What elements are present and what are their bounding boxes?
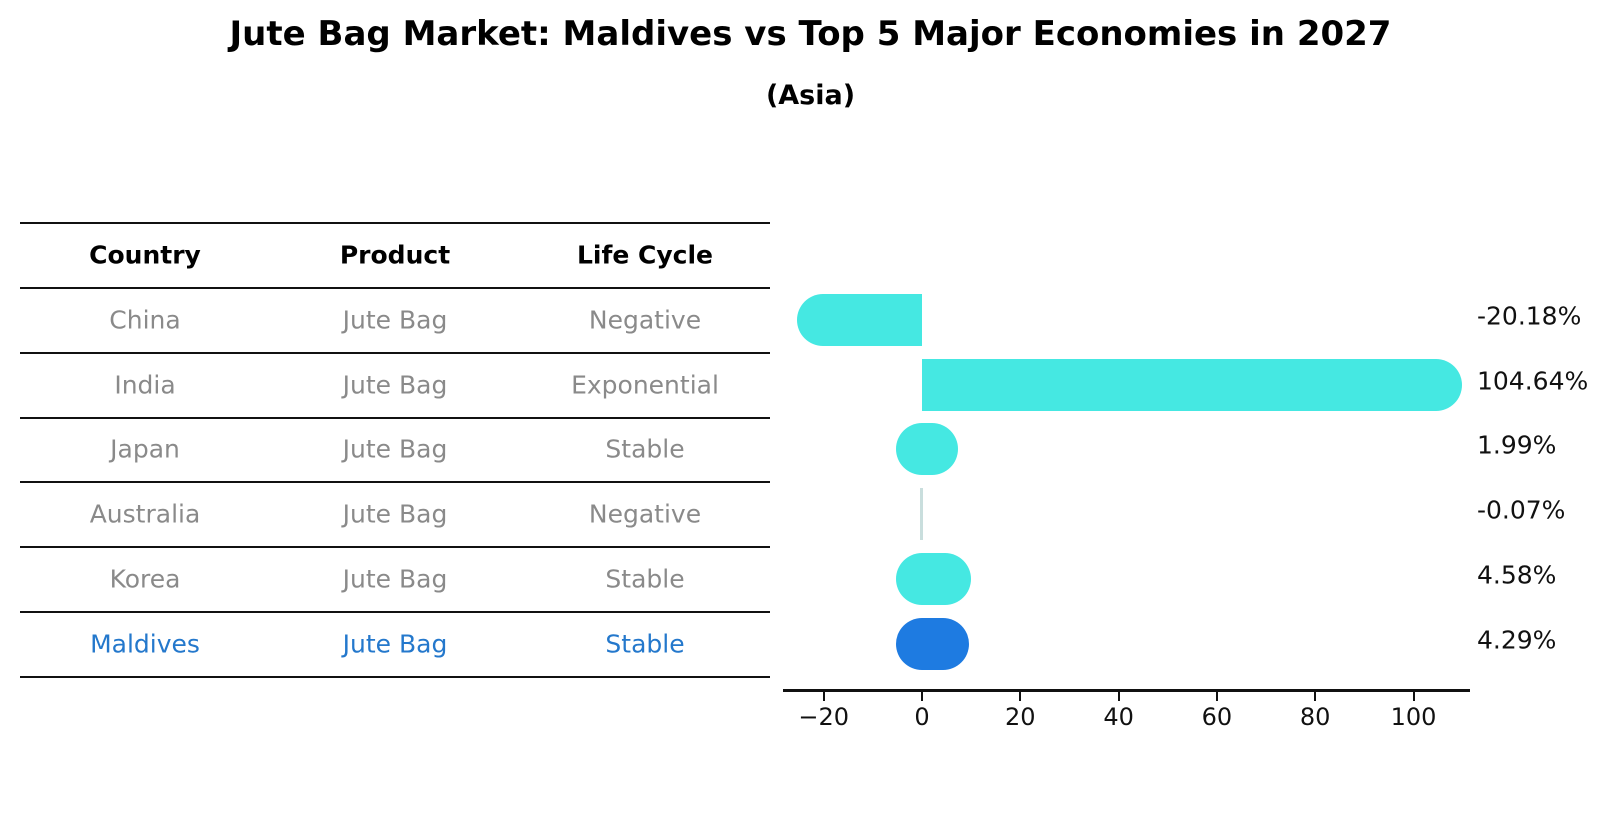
table-rule: [20, 676, 770, 678]
cell-life-cycle: Stable: [605, 434, 685, 464]
cell-country: Australia: [89, 499, 201, 528]
bar-india: [922, 359, 1463, 411]
x-tick: [1314, 692, 1317, 701]
x-tick-label: 20: [1005, 703, 1036, 731]
cell-product: Jute Bag: [342, 629, 448, 658]
table-rule: [20, 287, 770, 289]
x-tick: [1019, 692, 1022, 701]
x-tick: [1412, 692, 1415, 701]
x-tick: [1215, 692, 1218, 701]
cell-life-cycle: Exponential: [571, 370, 719, 399]
table-rule: [20, 611, 770, 613]
x-tick-label: 40: [1103, 703, 1134, 731]
cell-life-cycle: Stable: [605, 564, 685, 593]
cell-product: Jute Bag: [342, 564, 448, 593]
table-row: Korea Jute Bag Stable: [20, 546, 770, 611]
cell-product: Jute Bag: [342, 305, 448, 334]
column-header-product: Product: [339, 240, 451, 269]
bar-maldives: [896, 618, 970, 670]
cell-life-cycle: Negative: [588, 499, 702, 528]
table-rule: [20, 481, 770, 483]
bar-value-label: 1.99%: [1477, 430, 1557, 460]
bar-value-label: -0.07%: [1477, 495, 1566, 525]
x-axis: [783, 689, 1470, 692]
table-rule: [20, 546, 770, 548]
table-rule: [20, 417, 770, 419]
cell-product: Jute Bag: [342, 370, 448, 399]
bar-japan: [896, 423, 958, 475]
table-row: Australia Jute Bag Negative: [20, 481, 770, 546]
cell-country: China: [109, 305, 181, 334]
cell-life-cycle: Stable: [605, 629, 685, 658]
x-tick-label: 60: [1201, 703, 1233, 731]
cell-country: Korea: [109, 564, 181, 593]
cell-life-cycle: Negative: [588, 305, 702, 334]
table-row: China Jute Bag Negative: [20, 287, 770, 352]
table-row: India Jute Bag Exponential: [20, 352, 770, 417]
cell-product: Jute Bag: [342, 434, 448, 464]
chart-subtitle: (Asia): [765, 80, 856, 111]
cell-country: Japan: [110, 434, 180, 464]
chart-title: Jute Bag Market: Maldives vs Top 5 Major…: [229, 14, 1392, 54]
table-header-row: Country Product Life Cycle: [20, 222, 770, 287]
x-tick: [1117, 692, 1120, 701]
cell-country: India: [114, 370, 176, 399]
x-tick: [921, 692, 923, 701]
bar-value-label: 104.64%: [1477, 366, 1589, 396]
x-tick-label: 80: [1299, 703, 1331, 731]
column-header-life-cycle: Life Cycle: [576, 240, 714, 269]
table-rule: [20, 222, 770, 224]
cell-product: Jute Bag: [342, 499, 448, 528]
table-rule: [20, 352, 770, 354]
x-tick-label: 0: [914, 703, 930, 731]
table-row: Japan Jute Bag Stable: [20, 417, 770, 481]
bar-australia: [920, 488, 923, 540]
bar-value-label: 4.58%: [1477, 560, 1557, 590]
bar-china: [796, 294, 922, 346]
column-header-country: Country: [89, 240, 201, 269]
x-tick: [822, 692, 825, 701]
bar-value-label: 4.29%: [1477, 625, 1557, 655]
x-tick-label: 100: [1390, 703, 1437, 731]
cell-country: Maldives: [90, 629, 200, 658]
bar-korea: [896, 553, 971, 605]
x-tick-label: −20: [798, 703, 850, 731]
table-row: Maldives Jute Bag Stable: [20, 611, 770, 676]
bar-value-label: -20.18%: [1477, 301, 1582, 331]
